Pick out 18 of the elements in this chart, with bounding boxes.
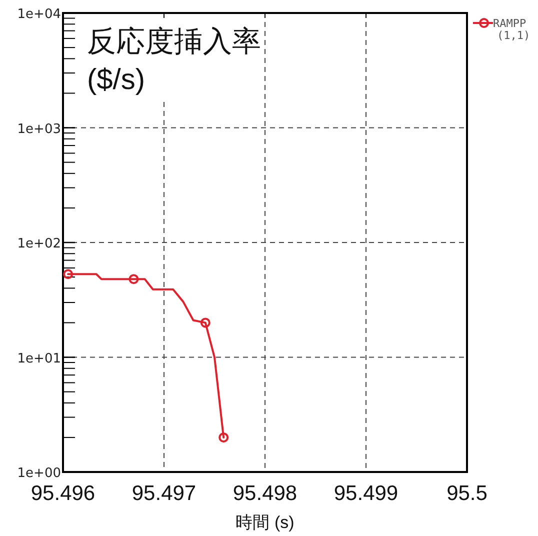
x-tick-label: 95.497 bbox=[132, 482, 196, 505]
point bbox=[200, 318, 210, 328]
y-tick-label: 1e+01 bbox=[17, 351, 61, 366]
point bbox=[128, 274, 139, 284]
x-tick-label: 95.498 bbox=[232, 482, 298, 505]
legend: RAMPP (1,1) bbox=[473, 17, 530, 42]
y-tick-label: 1e+00 bbox=[17, 466, 61, 481]
x-axis-title: 時間 (s) bbox=[236, 513, 294, 532]
legend-label: RAMPP (1,1) bbox=[493, 17, 530, 42]
y-tick-label: 1e+03 bbox=[17, 122, 61, 137]
x-tick-label: 95.496 bbox=[30, 482, 96, 505]
x-tick-label: 95.5 bbox=[446, 482, 488, 505]
y-tick-label: 1e+02 bbox=[17, 236, 61, 252]
point bbox=[218, 432, 229, 442]
y-tick-label: 1e+04 bbox=[17, 7, 61, 22]
title: 反応度挿入率 ($/s) bbox=[87, 26, 261, 96]
x-tick-label: 95.499 bbox=[334, 482, 398, 505]
point bbox=[63, 269, 74, 280]
